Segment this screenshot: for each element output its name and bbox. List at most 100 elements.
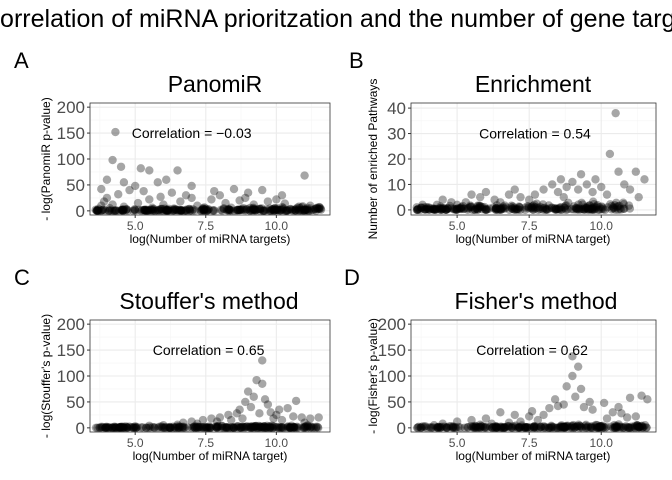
data-point xyxy=(204,423,213,433)
data-point xyxy=(278,204,287,214)
data-point xyxy=(119,202,129,211)
data-point xyxy=(267,421,277,430)
data-point xyxy=(123,423,132,432)
data-point xyxy=(194,423,204,432)
data-point xyxy=(581,421,590,431)
data-point xyxy=(520,205,530,215)
data-point xyxy=(292,422,302,432)
data-point xyxy=(150,206,160,216)
data-point xyxy=(272,422,282,432)
data-point xyxy=(119,423,129,432)
data-point xyxy=(417,203,426,212)
data-point xyxy=(556,205,566,214)
data-point xyxy=(450,423,459,432)
data-point xyxy=(200,205,210,214)
data-point xyxy=(201,423,211,432)
data-point xyxy=(256,422,265,431)
data-point xyxy=(559,423,568,433)
data-point xyxy=(588,423,597,433)
data-point xyxy=(250,422,260,431)
data-point xyxy=(94,206,103,215)
data-point xyxy=(212,417,222,426)
data-point xyxy=(216,423,226,432)
data-point xyxy=(457,204,466,214)
data-point xyxy=(242,205,252,214)
data-point xyxy=(491,204,501,213)
data-point xyxy=(311,423,321,432)
data-point xyxy=(550,423,560,432)
data-point xyxy=(638,423,647,432)
data-point xyxy=(224,423,233,433)
data-point xyxy=(211,422,221,431)
data-point xyxy=(92,206,102,215)
data-point xyxy=(262,423,271,433)
panel-title: Enrichment xyxy=(475,71,592,97)
data-point xyxy=(532,423,541,433)
data-point xyxy=(291,206,300,215)
data-point xyxy=(417,423,426,432)
data-point xyxy=(567,423,576,432)
data-point xyxy=(312,204,321,213)
data-point xyxy=(100,423,110,433)
y-tick-label: 150 xyxy=(57,341,85,360)
data-point xyxy=(593,200,602,210)
data-point xyxy=(581,204,591,213)
data-point xyxy=(575,421,584,431)
data-point xyxy=(289,423,298,432)
data-point xyxy=(145,195,154,204)
data-point xyxy=(163,205,173,215)
data-point xyxy=(102,422,111,432)
data-point xyxy=(492,203,502,213)
data-point xyxy=(283,422,292,431)
data-point xyxy=(251,422,260,431)
data-point xyxy=(115,423,124,433)
data-point xyxy=(587,422,596,431)
data-point xyxy=(108,155,117,165)
data-point xyxy=(122,423,131,432)
data-point xyxy=(260,421,269,431)
data-point xyxy=(507,203,516,212)
data-point xyxy=(191,423,200,432)
data-point xyxy=(556,423,565,432)
data-point xyxy=(115,423,125,432)
data-point xyxy=(185,206,195,215)
data-point xyxy=(631,167,641,176)
data-point xyxy=(114,206,124,216)
data-point xyxy=(144,423,153,432)
y-tick-label: 30 xyxy=(387,125,406,144)
data-point xyxy=(441,205,451,214)
data-point xyxy=(283,423,292,433)
panel-a: A PanomiR 5.0 7.5 10.0 0 50 100 150 200 Correlatio… xyxy=(14,48,331,246)
data-point xyxy=(500,423,509,432)
data-point xyxy=(561,201,570,211)
data-point xyxy=(294,205,303,215)
data-point xyxy=(498,202,508,211)
data-point xyxy=(530,423,539,432)
data-point xyxy=(577,198,586,208)
data-point xyxy=(292,423,302,432)
data-point xyxy=(294,202,304,211)
data-point xyxy=(517,422,526,432)
data-point xyxy=(435,423,445,432)
data-point xyxy=(416,423,426,432)
data-point xyxy=(168,422,178,431)
data-point xyxy=(607,205,616,214)
data-point xyxy=(175,205,184,215)
data-point xyxy=(522,422,532,432)
data-point xyxy=(171,205,181,215)
data-point xyxy=(634,192,643,202)
data-point xyxy=(476,203,485,212)
data-point xyxy=(594,423,603,432)
data-point xyxy=(438,204,447,213)
data-point xyxy=(442,423,451,432)
y-axis-label: - log(PanomiR p-value) xyxy=(39,97,53,220)
data-point xyxy=(223,206,232,215)
data-point xyxy=(249,200,258,209)
data-point xyxy=(597,423,607,432)
data-point xyxy=(296,205,306,214)
data-point xyxy=(476,202,485,211)
data-point xyxy=(146,205,155,215)
data-point xyxy=(532,199,541,208)
data-point xyxy=(226,415,236,425)
data-point xyxy=(145,166,154,175)
